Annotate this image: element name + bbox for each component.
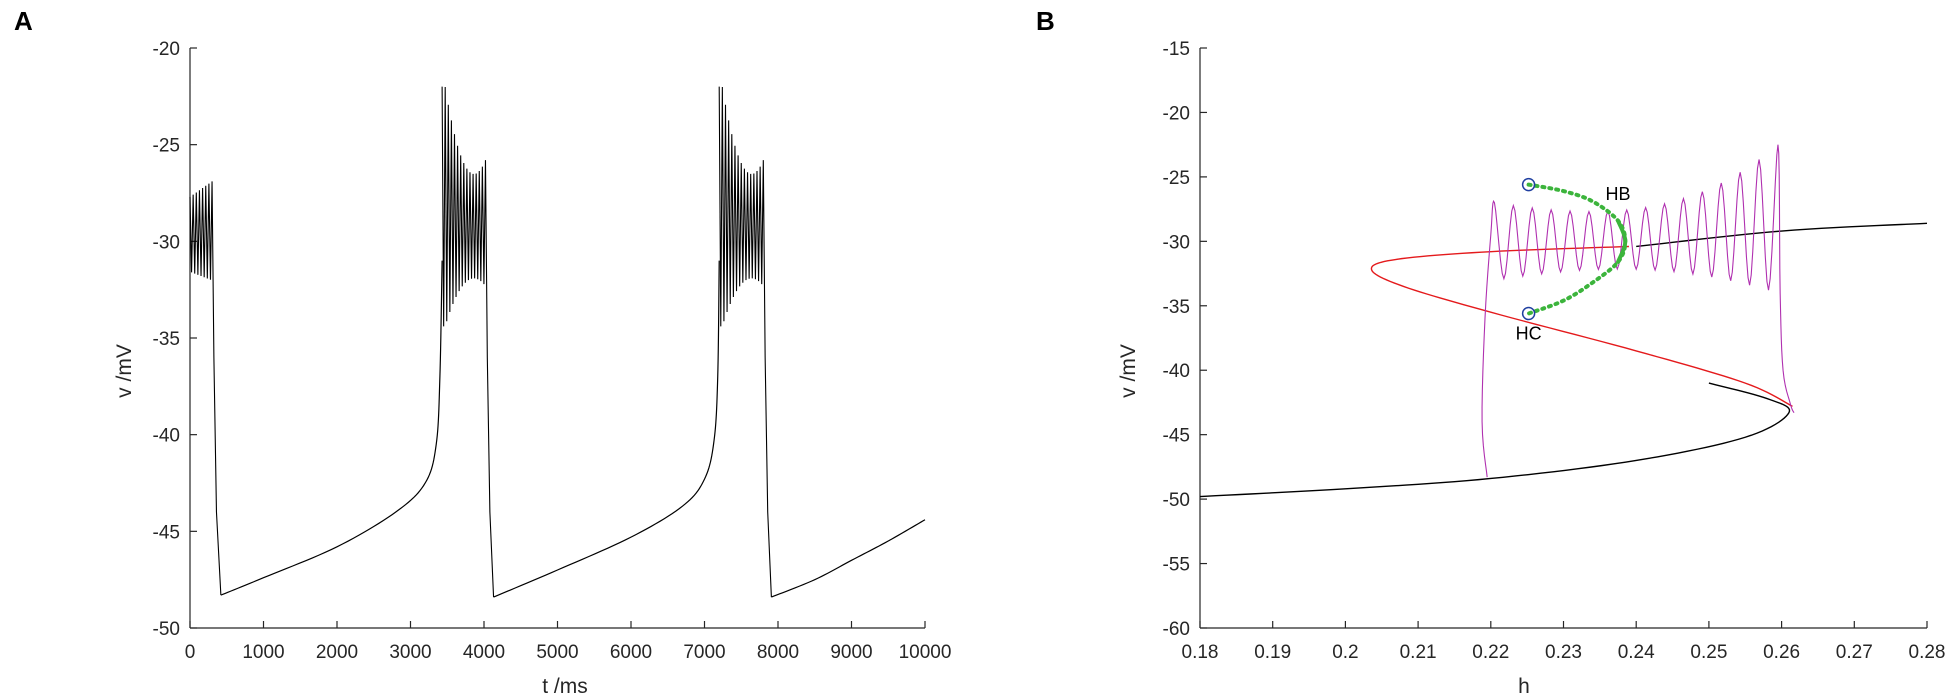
chart-a-burst-1 — [189, 181, 222, 596]
chart-b-x-tick-label: 0.28 — [1909, 642, 1946, 663]
chart-a-x-axis-label: t /ms — [542, 675, 588, 698]
chart-b-annotation-hc: HC — [1516, 323, 1542, 343]
chart-a-x-tick-label: 8000 — [757, 642, 799, 663]
chart-b-series-lower-branch — [1199, 382, 1791, 498]
chart-a-x-tick-label: 3000 — [389, 642, 431, 663]
chart-b-series-upper-branch — [1636, 222, 1928, 248]
chart-b-x-tick-label: 0.27 — [1836, 642, 1873, 663]
chart-b-y-tick-label: -15 — [1163, 39, 1190, 60]
chart-b-marker-1 — [1521, 177, 1536, 192]
chart-a-burst-2 — [441, 86, 495, 598]
chart-a-x-tick-label: 9000 — [830, 642, 872, 663]
chart-b-x-tick-label: 0.24 — [1618, 642, 1655, 663]
chart-a-x-tick-label: 1000 — [242, 642, 284, 663]
chart-b-y-tick-label: -40 — [1163, 361, 1190, 382]
chart-a-y-tick-label: -40 — [153, 426, 180, 447]
chart-b-series-hb-apex — [1616, 218, 1628, 264]
chart-b-y-tick-label: -35 — [1163, 297, 1190, 318]
chart-a-x-tick-label: 5000 — [536, 642, 578, 663]
panel-label-a: A — [14, 6, 33, 36]
chart-b-x-tick-label: 0.22 — [1472, 642, 1509, 663]
chart-a-recovery-1 — [220, 260, 443, 596]
chart-a-y-tick-label: -25 — [153, 136, 180, 157]
chart-b-y-tick-label: -50 — [1163, 490, 1190, 511]
chart-a-x-tick-label: 10000 — [899, 642, 952, 663]
chart-b-x-tick-label: 0.2 — [1332, 642, 1358, 663]
panel-label-b: B — [1036, 6, 1055, 36]
chart-a-recovery-3 — [771, 519, 926, 598]
chart-a: 0 1000 2000 3000 4000 5000 6000 7000 8000 9000 100… — [153, 39, 952, 663]
chart-b-annotation-hb: HB — [1606, 184, 1631, 204]
chart-a-y-tick-label: -30 — [153, 232, 180, 253]
chart-a-y-tick-label: -35 — [153, 329, 180, 350]
chart-a-y-axis-label: v /mV — [113, 344, 136, 398]
chart-a-recovery-2 — [493, 260, 720, 598]
chart-a-x-tick-label: 0 — [185, 642, 196, 663]
chart-a-y-tick-label: -50 — [153, 619, 180, 640]
chart-b-y-tick-label: -20 — [1163, 103, 1190, 124]
chart-b-x-tick-label: 0.23 — [1545, 642, 1582, 663]
chart-a-y-tick-label: -45 — [153, 522, 180, 543]
chart-b-marker-2 — [1521, 306, 1536, 321]
chart-b-x-tick-label: 0.19 — [1254, 642, 1291, 663]
chart-b-x-axis-label: h — [1518, 675, 1530, 698]
chart-a-x-tick-label: 4000 — [463, 642, 505, 663]
chart-b-y-axis-label: v /mV — [1117, 344, 1140, 398]
chart-a-x-tick-label: 2000 — [316, 642, 358, 663]
chart-b-x-tick-label: 0.18 — [1182, 642, 1219, 663]
chart-b-y-tick-label: -25 — [1163, 168, 1190, 189]
chart-b-series-trajectory — [1481, 144, 1795, 478]
chart-b: 0.18 0.19 0.2 0.21 0.22 0.23 0.24 0.25 0.26 0.27 0… — [1163, 39, 1946, 663]
chart-a-burst-3 — [718, 86, 772, 598]
chart-a-x-tick-label: 6000 — [610, 642, 652, 663]
chart-b-y-tick-label: -45 — [1163, 426, 1190, 447]
chart-b-x-tick-label: 0.25 — [1690, 642, 1727, 663]
chart-b-x-tick-label: 0.21 — [1400, 642, 1437, 663]
chart-b-y-tick-label: -60 — [1163, 619, 1190, 640]
chart-b-series-unstable-branch — [1370, 245, 1793, 407]
chart-b-x-tick-label: 0.26 — [1763, 642, 1800, 663]
chart-b-y-tick-label: -55 — [1163, 555, 1190, 576]
chart-b-y-tick-label: -30 — [1163, 232, 1190, 253]
chart-a-x-tick-label: 7000 — [683, 642, 725, 663]
chart-a-y-tick-label: -20 — [153, 39, 180, 60]
